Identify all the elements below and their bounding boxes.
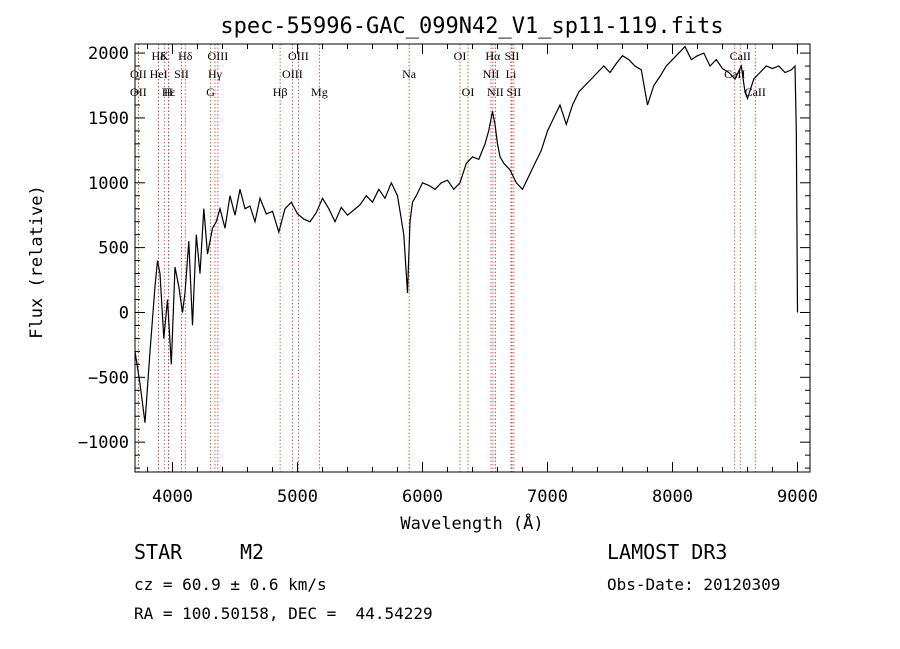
spectral-line-label: Na <box>402 67 417 81</box>
spectral-line-label: H <box>164 85 173 99</box>
spectral-line-label: Hα <box>485 49 501 63</box>
x-axis-label: Wavelength (Å) <box>400 512 543 534</box>
spectrum-series-line <box>134 45 799 423</box>
spectral-line-label: SII <box>174 67 189 81</box>
spectral-line-label: SII <box>505 49 520 63</box>
object-class: STAR <box>134 540 183 564</box>
x-tick-label: 7000 <box>527 487 568 507</box>
spectral-line-label: OI <box>454 49 467 63</box>
redshift-cz: cz = 60.9 ± 0.6 km/s <box>134 575 327 594</box>
x-tick-label: 5000 <box>277 487 318 507</box>
spectral-line-label: NII <box>487 85 504 99</box>
spectral-line-label: OIII <box>208 49 229 63</box>
x-tick-label: 4000 <box>152 487 193 507</box>
spectral-line-label: CaII <box>745 85 766 99</box>
spectral-line-label: OIII <box>282 67 303 81</box>
x-axis-ticks: 4000 5000 6000 7000 8000 9000 <box>147 44 818 507</box>
spectral-line-label: Hδ <box>178 49 193 63</box>
spectral-line-label: Hβ <box>273 85 288 99</box>
spectral-line-label: CaII <box>724 67 745 81</box>
spectral-line-label: Hε <box>162 85 176 99</box>
chart-title: spec-55996-GAC_099N42_V1_sp11-119.fits <box>220 14 723 39</box>
x-tick-label: 6000 <box>402 487 443 507</box>
x-tick-label: 8000 <box>652 487 693 507</box>
x-tick-label: 9000 <box>777 487 818 507</box>
sky-coordinates: RA = 100.50158, DEC = 44.54229 <box>134 604 433 623</box>
y-tick-label: −500 <box>88 368 129 388</box>
spectral-line-label: G <box>206 85 215 99</box>
y-tick-label: 500 <box>98 239 129 259</box>
spectral-line-label: CaII <box>730 49 751 63</box>
spectral-line-label: Hγ <box>208 67 223 81</box>
survey-name: LAMOST DR3 <box>607 540 728 564</box>
y-tick-label: −1000 <box>78 433 129 453</box>
spectral-line-label: Mg <box>311 85 328 99</box>
plot-frame <box>134 43 811 473</box>
y-axis-label: Flux (relative) <box>27 185 47 339</box>
y-axis-ticks: 2000 1500 1000 500 0 −500 −1000 <box>78 44 810 469</box>
y-tick-label: 0 <box>119 303 129 323</box>
y-tick-label: 1000 <box>88 174 129 194</box>
spectral-line-markers <box>137 44 756 472</box>
spectral-line-label: OIII <box>288 49 309 63</box>
spectral-line-label: Li <box>506 67 517 81</box>
spectral-line-label: SII <box>507 85 522 99</box>
y-tick-label: 2000 <box>88 44 129 64</box>
observation-date: Obs-Date: 20120309 <box>607 575 781 594</box>
spectral-line-label: NII <box>483 67 500 81</box>
object-subclass: M2 <box>240 540 265 564</box>
spectral-line-label: OI <box>462 85 475 99</box>
y-tick-label: 1500 <box>88 109 129 129</box>
spectral-line-label: Hδ <box>151 49 166 63</box>
spectral-line-label: K <box>160 49 169 63</box>
spectral-line-label: HeI <box>150 67 168 81</box>
spectral-line-label: OII <box>130 67 147 81</box>
